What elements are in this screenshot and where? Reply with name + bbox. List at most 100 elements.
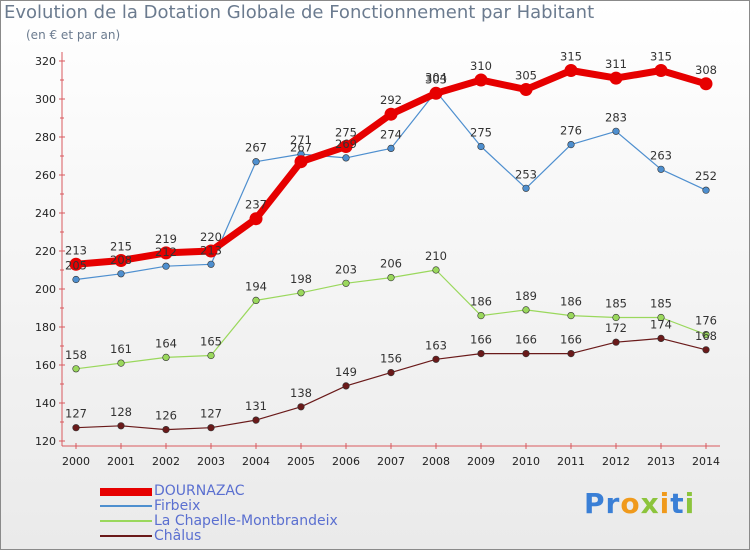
data-point-firbeix [252,158,260,166]
legend-swatch-chalus [100,535,152,537]
x-tick-label: 2013 [647,455,675,468]
x-tick-label: 2000 [62,455,90,468]
data-label-ch-lus: 166 [560,333,582,347]
x-tick-label: 2004 [242,455,270,468]
data-point-la-chapelle-montbrandeix [297,289,305,297]
data-point-ch-lus [702,346,710,354]
data-point-ch-lus [252,416,260,424]
data-point-la-chapelle-montbrandeix [567,312,575,320]
data-label-dournazac: 308 [695,63,717,77]
data-label-dournazac: 213 [65,243,87,257]
data-label-firbeix: 212 [155,245,177,259]
data-label-firbeix: 205 [65,259,87,273]
data-point-firbeix [522,184,530,192]
data-point-ch-lus [117,422,125,430]
x-tick-label: 2002 [152,455,180,468]
x-tick-label: 2001 [107,455,135,468]
data-point-ch-lus [477,350,485,358]
data-point-la-chapelle-montbrandeix [117,359,125,367]
data-label-la-chapelle-montbrandeix: 164 [155,336,177,350]
data-label-ch-lus: 166 [470,333,492,347]
x-tick-label: 2005 [287,455,315,468]
data-label-la-chapelle-montbrandeix: 210 [425,249,447,263]
data-point-firbeix [612,127,620,135]
proxiti-logo: Proxiti [584,487,696,520]
data-label-ch-lus: 126 [155,409,177,423]
data-point-la-chapelle-montbrandeix [252,296,260,305]
data-point-ch-lus [342,382,350,390]
data-label-firbeix: 271 [290,133,312,147]
data-label-dournazac: 275 [335,126,357,140]
legend-label-dournazac: DOURNAZAC [154,483,245,499]
data-point-dournazac [159,246,173,260]
data-point-dournazac [294,155,308,169]
x-tick-label: 2014 [692,455,720,468]
legend-swatch-firbeix [100,505,152,507]
legend-label-la-chapelle: La Chapelle-Montbrandeix [154,513,338,529]
data-label-dournazac: 237 [245,198,267,212]
data-label-dournazac: 215 [110,240,132,254]
data-label-ch-lus: 138 [290,386,312,400]
data-point-la-chapelle-montbrandeix [477,312,485,320]
data-label-ch-lus: 127 [200,407,222,421]
data-point-firbeix [117,270,125,278]
data-label-firbeix: 275 [470,126,492,140]
data-point-dournazac [249,212,263,226]
data-label-firbeix: 283 [605,110,627,124]
data-point-firbeix [342,154,350,162]
data-point-dournazac [564,64,578,77]
data-point-firbeix [702,186,710,194]
data-label-ch-lus: 156 [380,352,402,366]
data-point-ch-lus [207,424,215,432]
data-point-ch-lus [297,403,305,411]
y-tick-label: 320 [35,55,56,68]
data-point-la-chapelle-montbrandeix [432,266,440,274]
data-point-la-chapelle-montbrandeix [657,313,665,322]
data-point-firbeix [567,141,575,149]
data-point-ch-lus [72,424,80,432]
y-tick-label: 220 [35,245,56,258]
data-label-dournazac: 315 [650,50,672,64]
data-label-ch-lus: 168 [695,329,717,343]
data-label-ch-lus: 149 [335,365,357,379]
data-point-dournazac [339,140,353,153]
y-tick-label: 180 [35,321,56,334]
data-label-dournazac: 267 [290,141,312,155]
data-point-firbeix [162,262,170,270]
data-label-firbeix: 276 [560,124,582,138]
data-point-dournazac [474,73,488,87]
y-tick-label: 200 [35,283,56,296]
data-label-firbeix: 267 [245,141,267,155]
y-tick-label: 280 [35,131,56,144]
y-tick-label: 160 [35,359,56,372]
data-point-dournazac [429,86,443,100]
y-tick-label: 260 [35,169,56,182]
y-tick-label: 240 [35,207,56,220]
x-tick-label: 2007 [377,455,405,468]
data-point-dournazac [654,64,668,77]
y-tick-label: 120 [35,435,56,448]
data-label-la-chapelle-montbrandeix: 194 [245,279,267,293]
data-point-ch-lus [612,338,620,346]
data-point-ch-lus [432,355,440,363]
data-label-ch-lus: 163 [425,338,447,352]
data-label-la-chapelle-montbrandeix: 186 [560,295,582,309]
data-point-firbeix [207,260,215,268]
data-label-ch-lus: 131 [245,399,267,413]
x-tick-label: 2003 [197,455,225,468]
data-label-ch-lus: 166 [515,333,537,347]
data-label-dournazac: 311 [605,57,627,71]
data-point-la-chapelle-montbrandeix [522,306,530,314]
data-point-dournazac [384,107,398,121]
data-label-la-chapelle-montbrandeix: 161 [110,342,132,356]
legend-label-chalus: Châlus [154,528,202,544]
data-point-la-chapelle-montbrandeix [72,365,80,373]
data-point-la-chapelle-montbrandeix [387,274,395,282]
legend-label-firbeix: Firbeix [154,498,201,514]
data-point-dournazac [204,244,218,258]
data-point-ch-lus [162,426,170,434]
data-label-la-chapelle-montbrandeix: 198 [290,272,312,286]
data-point-la-chapelle-montbrandeix [162,353,170,362]
